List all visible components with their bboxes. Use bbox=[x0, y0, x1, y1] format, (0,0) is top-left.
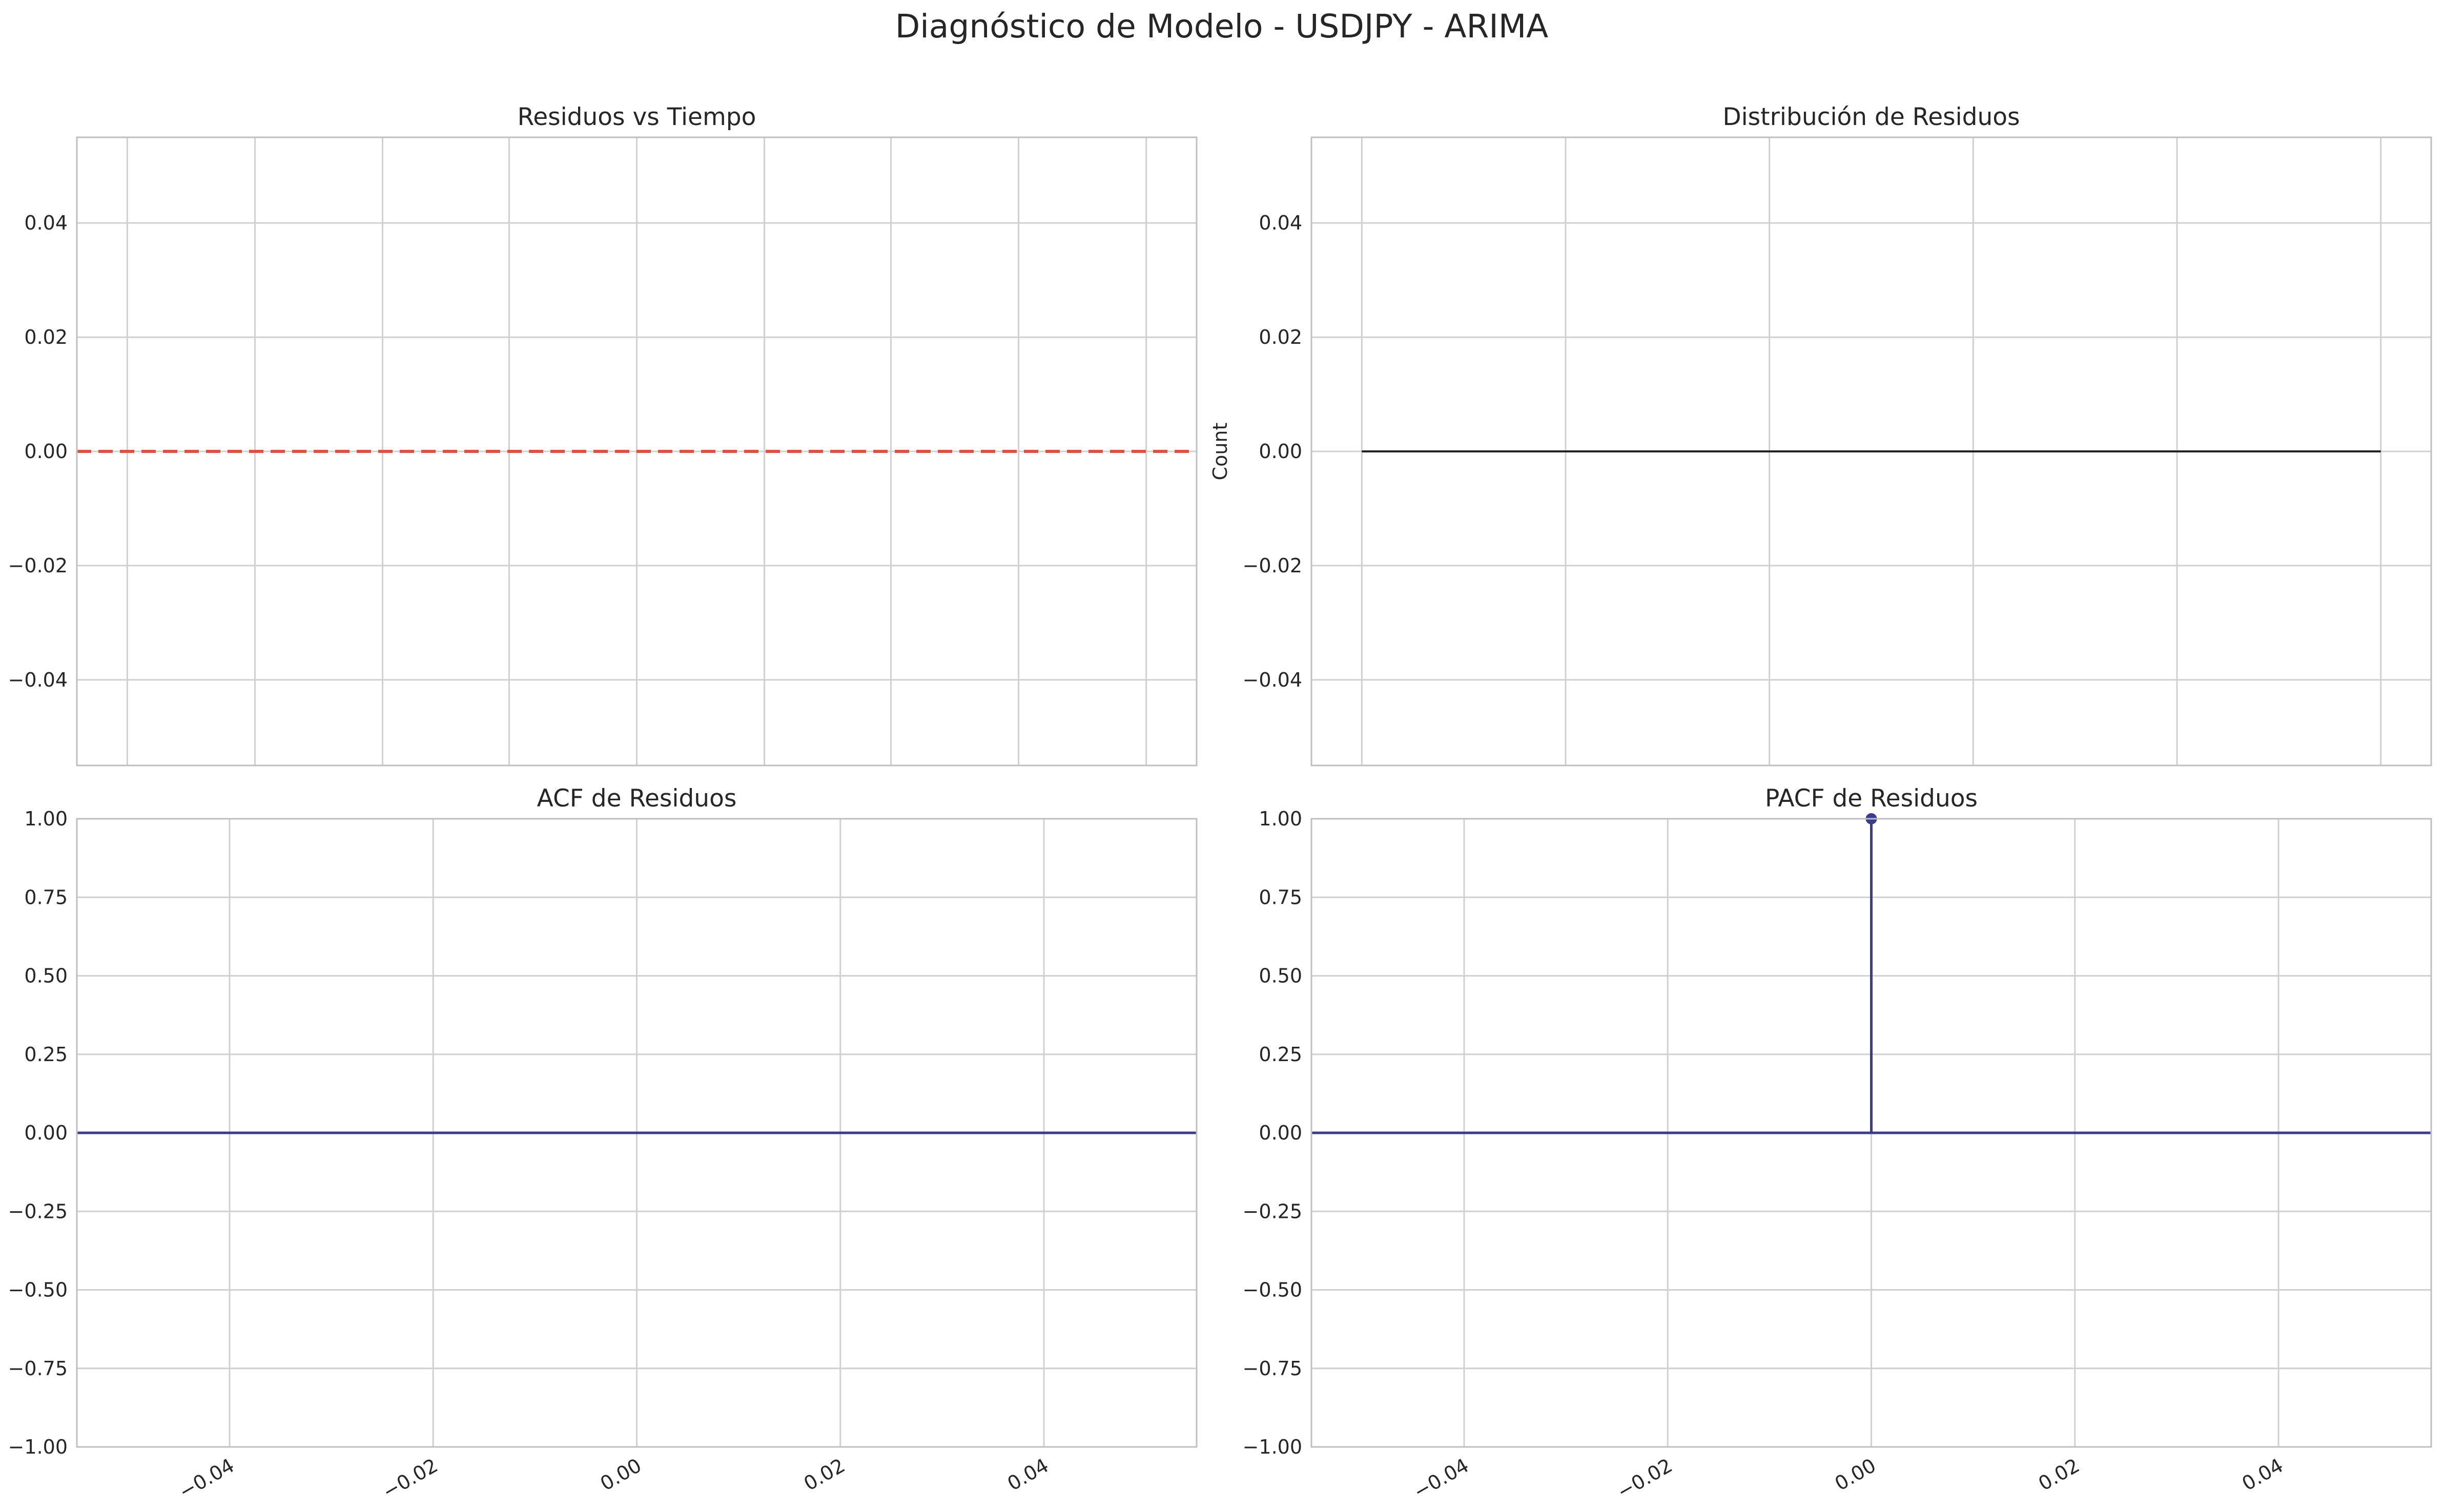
y-tick-label: 0.50 bbox=[24, 965, 68, 987]
y-tick-label: 1.00 bbox=[1259, 807, 1302, 830]
y-tick-label: 0.00 bbox=[24, 440, 68, 463]
y-tick-label: 0.00 bbox=[1259, 440, 1302, 463]
panel-title: PACF de Residuos bbox=[1765, 784, 1978, 813]
y-axis-label: Count bbox=[1209, 423, 1231, 481]
y-tick-label: 0.02 bbox=[1259, 326, 1302, 348]
panel-pacf: −1.00 −0.75 −0.50 −0.25 0.00 0.25 0.50 0.75 1.00… bbox=[1243, 784, 2432, 1503]
y-tick-label: −1.00 bbox=[1243, 1436, 1302, 1458]
panel-acf: −1.00 −0.75 −0.50 −0.25 0.00 0.25 0.50 0.75 1.00… bbox=[8, 784, 1198, 1503]
panel-title: Residuos vs Tiempo bbox=[518, 103, 756, 131]
panel-residuals_time: −0.04 −0.02 0.00 0.02 0.04 Residuos vs Tiempo bbox=[8, 103, 1198, 767]
y-tick-label: 0.25 bbox=[24, 1043, 68, 1066]
y-tick-label: −0.25 bbox=[1243, 1200, 1302, 1223]
x-tick-label: −0.02 bbox=[379, 1454, 442, 1503]
y-tick-label: 0.04 bbox=[24, 212, 68, 234]
x-tick-label: −0.02 bbox=[1613, 1454, 1676, 1503]
y-tick-label: −0.02 bbox=[8, 554, 68, 577]
y-tick-label: −0.50 bbox=[1243, 1279, 1302, 1301]
y-tick-label: 0.02 bbox=[24, 326, 68, 348]
x-tick-label: 0.02 bbox=[800, 1454, 849, 1495]
panel-residuals_hist: −0.04 −0.02 0.00 0.02 0.04 Distribución de Re… bbox=[1209, 103, 2432, 767]
y-tick-label: 0.50 bbox=[1259, 965, 1302, 987]
y-tick-label: 0.75 bbox=[24, 886, 68, 908]
x-tick-label: −0.04 bbox=[1410, 1454, 1473, 1503]
y-tick-label: −0.50 bbox=[8, 1279, 68, 1301]
x-tick-label: 0.04 bbox=[2238, 1454, 2287, 1495]
panel-title: ACF de Residuos bbox=[537, 784, 737, 813]
y-tick-label: −0.75 bbox=[8, 1357, 68, 1380]
axes-frame bbox=[1310, 136, 2432, 767]
axes-frame bbox=[76, 136, 1198, 767]
axes-frame bbox=[1310, 818, 2432, 1448]
y-tick-label: 1.00 bbox=[24, 807, 68, 830]
y-tick-label: −0.02 bbox=[1243, 554, 1302, 577]
y-tick-label: 0.75 bbox=[1259, 886, 1302, 908]
y-tick-label: −1.00 bbox=[8, 1436, 68, 1458]
x-tick-label: 0.02 bbox=[2035, 1454, 2083, 1495]
y-tick-label: −0.25 bbox=[8, 1200, 68, 1223]
y-tick-label: 0.25 bbox=[1259, 1043, 1302, 1066]
x-tick-label: −0.04 bbox=[175, 1454, 238, 1503]
y-tick-label: −0.04 bbox=[1243, 669, 1302, 691]
x-tick-label: 0.04 bbox=[1003, 1454, 1052, 1495]
x-tick-label: 0.00 bbox=[1831, 1454, 1880, 1495]
axes-frame bbox=[76, 818, 1198, 1448]
y-tick-label: 0.00 bbox=[1259, 1122, 1302, 1144]
panel-title: Distribución de Residuos bbox=[1722, 103, 2020, 131]
y-tick-label: −0.04 bbox=[8, 669, 68, 691]
y-tick-label: −0.75 bbox=[1243, 1357, 1302, 1380]
figure-suptitle: Diagnóstico de Modelo - USDJPY - ARIMA bbox=[895, 8, 1549, 45]
y-tick-label: 0.00 bbox=[24, 1122, 68, 1144]
x-tick-label: 0.00 bbox=[597, 1454, 645, 1495]
y-tick-label: 0.04 bbox=[1259, 212, 1302, 234]
